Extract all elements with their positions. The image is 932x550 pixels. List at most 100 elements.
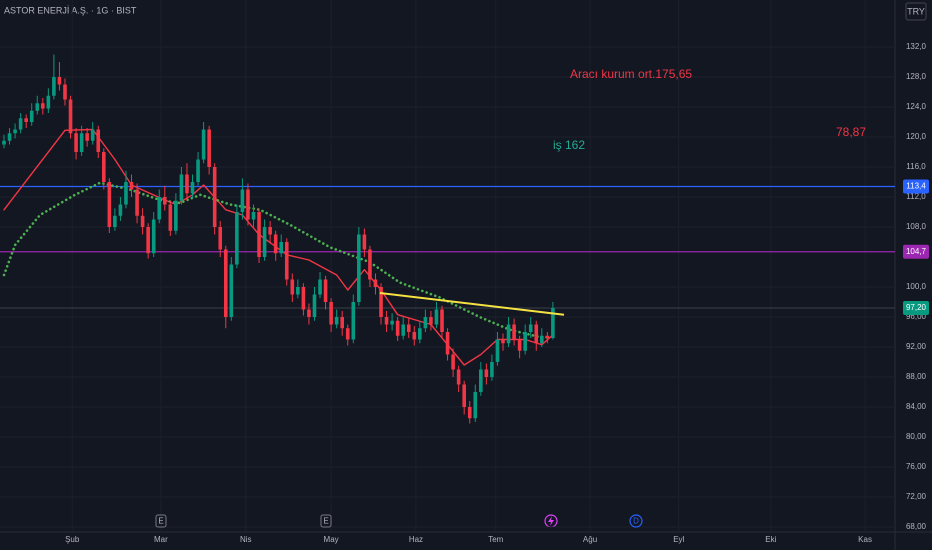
- y-tick-label: 124,0: [906, 102, 927, 111]
- level-tag: 113,4: [906, 182, 926, 191]
- candle-body: [146, 227, 150, 254]
- candle-body: [423, 316, 428, 329]
- candle-body: [207, 129, 211, 168]
- candle-body: [551, 307, 555, 338]
- candle-body: [484, 369, 489, 377]
- candle-body: [90, 129, 95, 141]
- candle-body: [273, 234, 278, 254]
- candle-body: [345, 328, 350, 340]
- candle-body: [41, 103, 45, 109]
- candle-body: [379, 286, 383, 317]
- candle-body: [495, 339, 500, 362]
- candle-body: [390, 320, 394, 325]
- candle-body: [135, 189, 139, 216]
- candle-body: [412, 331, 417, 340]
- symbol-title: ASTOR ENERJİ A.Ş. · 1G · BIST: [4, 5, 137, 15]
- candle-body: [473, 391, 478, 419]
- y-tick-label: 88,00: [906, 372, 927, 381]
- candle-body: [162, 197, 167, 205]
- x-tick-label: Nis: [240, 535, 252, 544]
- candle-body: [157, 197, 162, 220]
- x-tick-label: Eki: [765, 535, 776, 544]
- candle-body: [262, 227, 267, 258]
- event-label[interactable]: E: [323, 517, 328, 526]
- candle-body: [96, 129, 101, 153]
- candle-body: [318, 279, 322, 295]
- y-tick-label: 108,0: [906, 222, 927, 231]
- candle-body: [29, 110, 34, 123]
- candle-body: [506, 324, 511, 344]
- candle-body: [201, 129, 206, 160]
- y-tick-label: 120,0: [906, 132, 927, 141]
- event-badge: [320, 514, 332, 528]
- event-label[interactable]: D: [633, 517, 639, 526]
- y-tick-label: 80,00: [906, 432, 927, 441]
- y-tick-label: 68,00: [906, 522, 927, 531]
- event-marker[interactable]: D: [629, 514, 643, 528]
- candle-body: [7, 133, 12, 141]
- currency-button[interactable]: [905, 2, 927, 21]
- event-label[interactable]: E: [158, 517, 163, 526]
- annotation: 78,87: [836, 125, 866, 139]
- candle-body: [351, 301, 356, 340]
- candle-body: [52, 77, 56, 96]
- y-tick-label: 72,00: [906, 492, 927, 501]
- candle-body: [401, 324, 405, 336]
- candle-body: [107, 182, 112, 228]
- x-tick-label: Mar: [154, 535, 168, 544]
- candle-body: [46, 95, 51, 109]
- event-badge: [629, 514, 643, 528]
- candle-body: [179, 174, 184, 201]
- candle-body: [323, 279, 328, 302]
- candle-body: [113, 215, 117, 228]
- candle-body: [523, 331, 527, 351]
- candle-body: [74, 133, 78, 153]
- candle-body: [140, 215, 145, 228]
- annotation: Aracı kurum ort.175,65: [570, 67, 692, 81]
- candle-body: [124, 182, 128, 205]
- candle-body: [528, 324, 533, 332]
- y-tick-label: 112,0: [906, 192, 926, 201]
- candle-body: [395, 320, 400, 336]
- candle-body: [434, 309, 439, 325]
- level-tag: 104,7: [906, 247, 927, 256]
- candle-body: [418, 328, 422, 340]
- candle-body: [301, 286, 306, 310]
- y-tick-label: 76,00: [906, 462, 927, 471]
- y-tick-label: 132,0: [906, 42, 927, 51]
- moving-average: [2, 181, 552, 339]
- y-tick-label: 100,0: [906, 282, 927, 291]
- candle-body: [68, 99, 73, 134]
- annotation: iş 162: [553, 138, 585, 152]
- candle-body: [79, 133, 84, 153]
- candle-body: [290, 279, 295, 295]
- event-badge: [155, 514, 167, 528]
- y-tick-label: 116,0: [906, 162, 926, 171]
- candle-body: [24, 118, 28, 123]
- candle-body: [284, 242, 289, 280]
- candle-body: [268, 227, 272, 235]
- candle-body: [451, 354, 455, 370]
- candle-body: [329, 301, 333, 325]
- event-marker[interactable]: E: [155, 514, 167, 528]
- candle-body: [517, 339, 522, 351]
- candle-body: [185, 174, 189, 194]
- candle-body: [312, 294, 317, 317]
- event-marker[interactable]: E: [320, 514, 332, 528]
- x-tick-label: Eyl: [673, 535, 684, 544]
- candle-body: [240, 189, 245, 213]
- x-tick-label: May: [324, 535, 339, 544]
- x-tick-label: Kas: [858, 535, 872, 544]
- candle-body: [168, 204, 173, 231]
- candle-body: [13, 129, 17, 134]
- currency-label[interactable]: TRY: [907, 6, 925, 16]
- candle-body: [501, 339, 505, 344]
- candle-body: [334, 316, 339, 325]
- candle-body: [246, 189, 250, 220]
- candle-body: [223, 249, 228, 317]
- candle-body: [296, 286, 300, 295]
- candle-body: [545, 335, 550, 338]
